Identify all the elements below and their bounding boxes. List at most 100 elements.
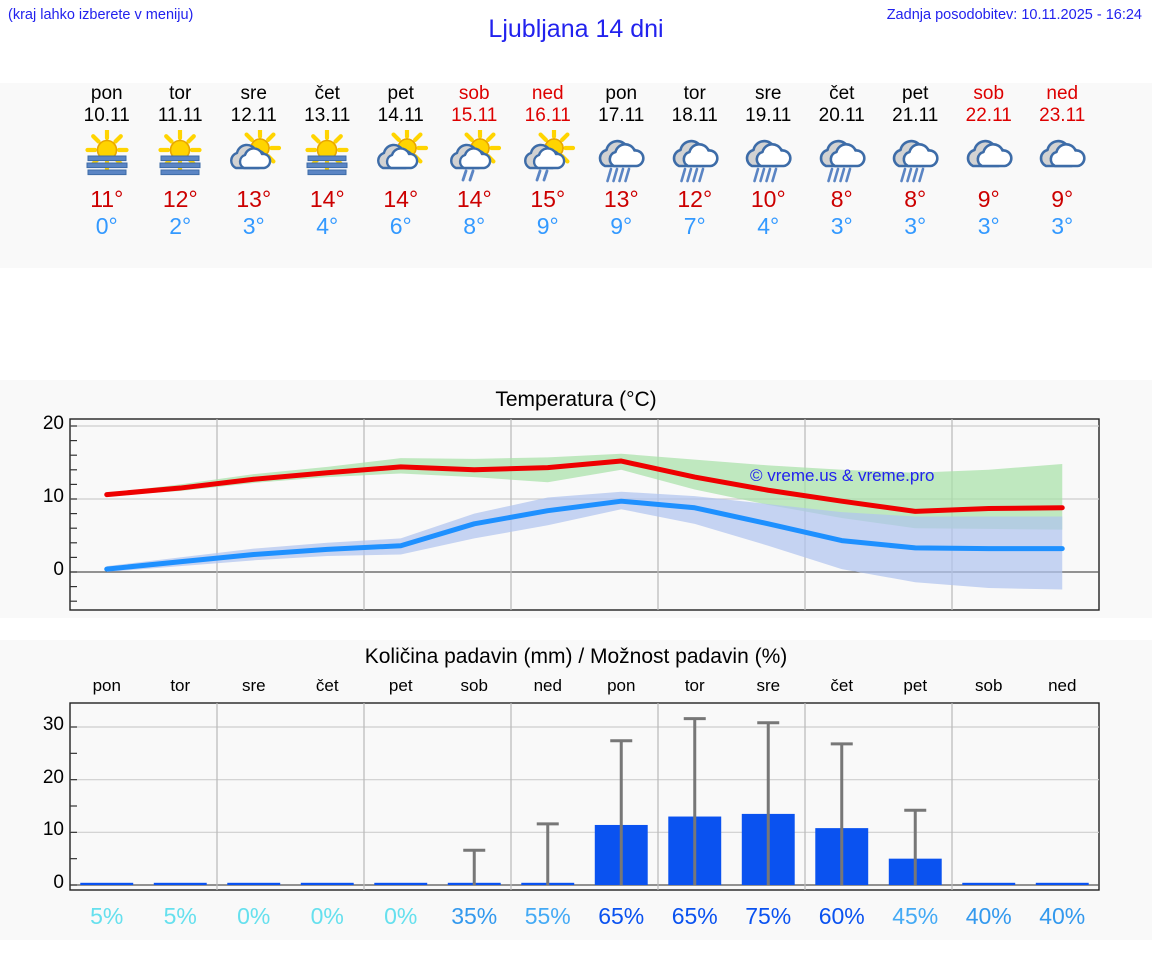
precipitation-y-tick-label: 0	[53, 872, 64, 893]
day-column: tor 11.11 12° 2°	[141, 83, 219, 240]
day-name: pet	[902, 83, 929, 104]
day-name: sob	[973, 83, 1005, 104]
day-max-temp: 11°	[90, 186, 124, 212]
cloud-icon	[950, 130, 1028, 186]
precipitation-day-label: sob	[460, 676, 488, 695]
cloud-icon	[1023, 130, 1101, 186]
day-min-temp: 3°	[1051, 213, 1074, 239]
precipitation-probability-label: 0%	[310, 903, 344, 929]
day-max-temp: 10°	[750, 186, 786, 212]
precipitation-day-label: sre	[241, 676, 266, 695]
day-min-temp: 0°	[95, 213, 118, 239]
precipitation-day-label: sre	[756, 676, 781, 695]
precipitation-probability-label: 75%	[745, 903, 792, 929]
day-max-temp: 12°	[162, 186, 198, 212]
precipitation-probability-label: 45%	[892, 903, 939, 929]
day-name: pon	[605, 83, 638, 104]
day-column: pet 21.11 8° 3°	[876, 83, 954, 240]
section-divider	[0, 618, 1152, 640]
sun-fog-icon	[68, 130, 146, 186]
cloud-rain-icon	[656, 130, 734, 186]
day-max-temp: 13°	[236, 186, 272, 212]
credit-label: © vreme.us & vreme.pro	[750, 466, 935, 485]
precipitation-day-label: pet	[903, 676, 928, 695]
day-date: 17.11	[598, 105, 645, 126]
day-min-temp: 3°	[830, 213, 853, 239]
precipitation-day-label: ned	[533, 676, 562, 695]
day-date: 13.11	[304, 105, 351, 126]
precipitation-probability-label: 35%	[451, 903, 498, 929]
cloud-rain-icon	[582, 130, 660, 186]
temperature-y-tick-label: 10	[42, 486, 64, 507]
day-max-temp: 9°	[1051, 186, 1074, 212]
precipitation-probability-label: 0%	[237, 903, 271, 929]
precipitation-day-label: čet	[315, 676, 339, 695]
day-column: tor 18.11 12° 7°	[656, 83, 734, 240]
day-column: ned 16.11 15° 9°	[509, 83, 587, 240]
day-column: čet 20.11 8° 3°	[803, 83, 881, 240]
day-date: 15.11	[451, 105, 498, 126]
day-column: pet 14.11 14° 6°	[362, 83, 440, 240]
precipitation-day-label: pon	[607, 676, 636, 695]
precipitation-probability-label: 5%	[163, 903, 197, 929]
menu-hint-label: (kraj lahko izberete v meniju)	[8, 7, 194, 23]
day-date: 16.11	[524, 105, 571, 126]
day-name: ned	[531, 83, 564, 104]
day-date: 21.11	[892, 105, 939, 126]
day-min-temp: 2°	[169, 213, 192, 239]
precipitation-day-label: pet	[388, 676, 413, 695]
precipitation-bar	[153, 882, 207, 885]
day-date: 12.11	[230, 105, 277, 126]
temperature-chart-title: Temperatura (°C)	[495, 388, 657, 411]
temperature-plot: 0 10 20	[0, 0, 1152, 611]
day-date: 11.11	[157, 105, 203, 126]
sun-fog-icon	[288, 130, 366, 186]
precipitation-day-label: ned	[1048, 676, 1077, 695]
day-column: pon 10.11 11° 0°	[68, 83, 146, 240]
precipitation-y-tick-label: 20	[42, 766, 64, 788]
day-date: 19.11	[745, 105, 792, 126]
day-min-temp: 4°	[316, 213, 339, 239]
sun-fog-icon	[141, 130, 219, 186]
day-name: sre	[240, 83, 267, 104]
page-header: (kraj lahko izberete v meniju) Ljubljana…	[0, 0, 1152, 62]
day-name: tor	[683, 83, 706, 104]
precipitation-probability-label: 0%	[384, 903, 418, 929]
precipitation-probability-label: 40%	[1039, 903, 1086, 929]
day-name: sre	[755, 83, 782, 104]
day-name: tor	[169, 83, 192, 104]
day-max-temp: 12°	[677, 186, 713, 212]
daily-forecast-strip: pon 10.11 11° 0° tor 11.11 12° 2° sre 12.11 13° 3°…	[0, 83, 1152, 268]
last-update-label: Zadnja posodobitev: 10.11.2025 - 16:24	[886, 7, 1142, 23]
precipitation-y-tick-label: 10	[42, 819, 64, 841]
day-max-temp: 13°	[603, 186, 639, 212]
day-date: 22.11	[965, 105, 1012, 126]
day-column: sre 12.11 13° 3°	[215, 83, 293, 240]
day-date: 18.11	[671, 105, 718, 126]
precipitation-bar	[962, 882, 1016, 885]
day-max-temp: 8°	[904, 186, 927, 212]
precipitation-probability-label: 60%	[818, 903, 865, 929]
precipitation-day-label: čet	[830, 676, 854, 695]
precipitation-probability-label: 65%	[598, 903, 645, 929]
day-min-temp: 9°	[610, 213, 633, 239]
day-min-temp: 8°	[463, 213, 486, 239]
precipitation-probability-label: 65%	[671, 903, 718, 929]
day-min-temp: 6°	[389, 213, 412, 239]
precipitation-day-label: tor	[684, 676, 705, 695]
day-date: 14.11	[377, 105, 424, 126]
precipitation-chart-title: Količina padavin (mm) / Možnost padavin …	[364, 645, 788, 668]
temperature-y-tick-label: 0	[53, 559, 64, 580]
day-column: sob 15.11 14° 8°	[435, 83, 513, 240]
day-max-temp: 15°	[530, 186, 566, 212]
day-column: sre 19.11 10° 4°	[729, 83, 807, 240]
day-column: čet 13.11 14° 4°	[288, 83, 366, 240]
day-name: čet	[829, 83, 855, 104]
precipitation-day-label: tor	[170, 676, 191, 695]
cloud-rain-icon	[729, 130, 807, 186]
day-min-temp: 3°	[904, 213, 927, 239]
day-min-temp: 3°	[977, 213, 1000, 239]
day-name: pet	[387, 83, 414, 104]
